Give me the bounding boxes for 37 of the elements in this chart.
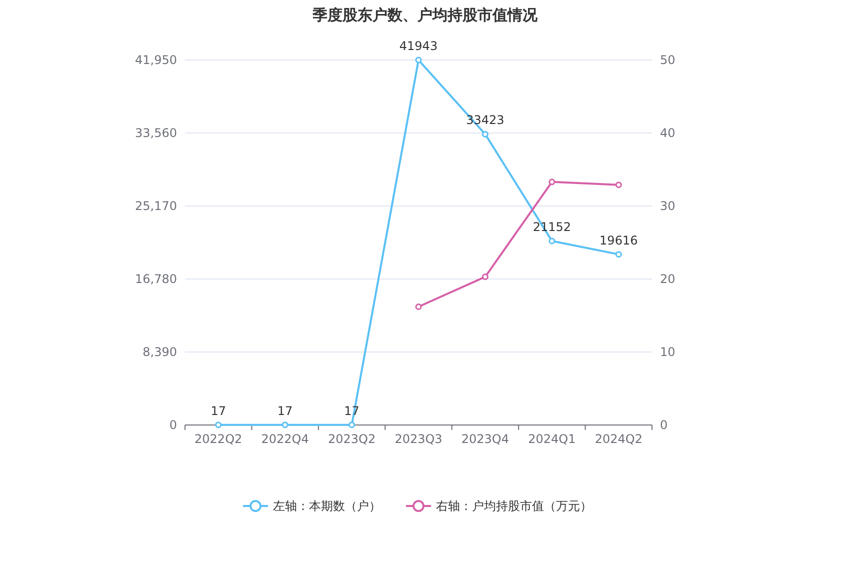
chart-title: 季度股东户数、户均持股市值情况 [312, 6, 538, 24]
point [348, 422, 356, 428]
x-tick-label: 2024Q1 [528, 432, 576, 446]
x-tick-label: 2024Q2 [594, 432, 642, 446]
y2-tick-label: 20 [660, 272, 676, 286]
point [282, 422, 288, 428]
y2-tick-label: 50 [660, 53, 676, 67]
legend-label: 右轴：户均持股市值（万元） [436, 499, 592, 513]
y-tick-label: 0 [169, 418, 177, 432]
data-label: 17 [277, 404, 293, 418]
point [415, 56, 422, 64]
x-tick-label: 2022Q2 [194, 432, 242, 446]
x-tick-label: 2022Q4 [261, 432, 309, 446]
y2-tick-label: 40 [660, 126, 676, 140]
y-tick-label: 16,780 [135, 272, 177, 286]
data-label: 41943 [399, 39, 438, 54]
y2-tick-label: 0 [660, 418, 668, 432]
y2-tick-label: 30 [660, 199, 676, 213]
y-tick-label: 41,950 [135, 53, 177, 67]
y-tick-label: 25,170 [135, 199, 177, 213]
y-tick-label: 33,560 [135, 126, 177, 140]
x-tick-label: 2023Q4 [461, 432, 510, 446]
legend-label: 左轴：本期数（户） [273, 499, 381, 513]
data-label: 19616 [600, 233, 638, 248]
data-label: 17 [210, 404, 226, 418]
point [482, 274, 488, 280]
point [615, 251, 622, 258]
point [215, 422, 222, 428]
point [415, 303, 422, 310]
point [482, 130, 488, 138]
x-tick-label: 2023Q3 [394, 432, 442, 446]
x-tick-label: 2023Q2 [328, 432, 376, 446]
y2-tick-label: 10 [660, 345, 676, 359]
point [615, 182, 622, 188]
point [548, 178, 556, 186]
point [548, 238, 556, 244]
y-tick-label: 8,390 [142, 345, 177, 359]
